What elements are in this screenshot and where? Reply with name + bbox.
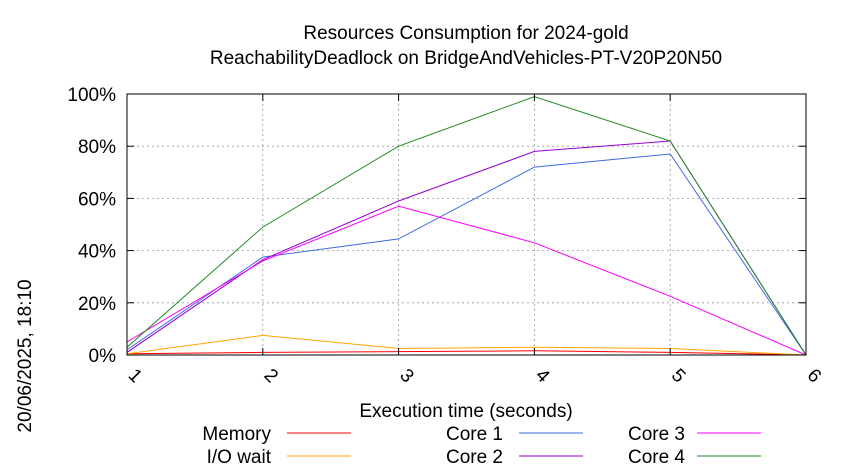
- legend-label-i-o-wait: I/O wait: [207, 447, 272, 468]
- y-tick-label: 20%: [78, 294, 116, 315]
- series-line-core-2: [126, 140, 807, 356]
- chart-subtitle: ReachabilityDeadlock on BridgeAndVehicle…: [210, 48, 722, 69]
- y-tick-label: 40%: [78, 242, 116, 263]
- series-lines: [126, 96, 807, 356]
- timestamp-note: 20/06/2025, 18:10: [15, 279, 36, 432]
- x-tick-label: 6: [803, 365, 825, 387]
- plot-frame: [126, 93, 807, 356]
- x-tick-label: 1: [124, 365, 146, 387]
- series-line-memory: [126, 350, 807, 356]
- x-tick-label: 3: [395, 365, 417, 387]
- series-line-core-3: [126, 205, 807, 356]
- legend-label-core-3: Core 3: [628, 424, 685, 445]
- grid: [127, 94, 806, 355]
- series-line-core-4: [126, 96, 807, 356]
- x-axis-label: Execution time (seconds): [359, 401, 572, 422]
- legend-label-core-2: Core 2: [446, 447, 503, 468]
- x-tick-label: 2: [260, 365, 282, 387]
- chart-title: Resources Consumption for 2024-gold: [303, 23, 628, 44]
- legend-label-core-1: Core 1: [446, 424, 503, 445]
- x-tick-label: 4: [531, 365, 554, 388]
- legend-label-core-4: Core 4: [628, 447, 685, 468]
- y-tick-label: 80%: [78, 137, 116, 158]
- legend-label-memory: Memory: [202, 424, 271, 445]
- series-line-i-o-wait: [126, 334, 807, 356]
- y-tick-label: 0%: [89, 346, 117, 367]
- y-tick-label: 60%: [78, 189, 116, 210]
- ticks: 0% 20% 40% 60% 80% 100% 1 2 3 4 5 6: [67, 85, 825, 388]
- series-line-core-1: [126, 153, 807, 356]
- y-tick-label: 100%: [67, 85, 116, 106]
- x-tick-label: 5: [667, 365, 689, 387]
